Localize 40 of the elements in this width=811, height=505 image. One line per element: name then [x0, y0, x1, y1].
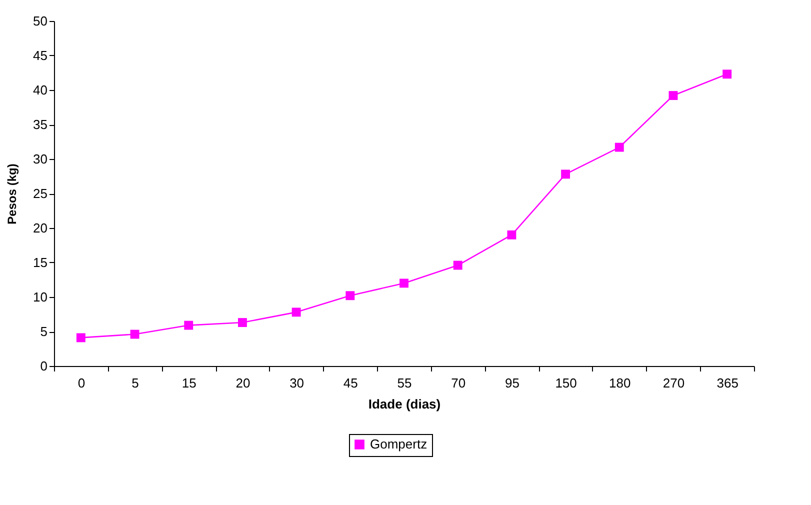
y-axis-title: Pesos (kg) [5, 164, 20, 224]
point [184, 320, 194, 330]
x-tick-label: 45 [343, 376, 358, 390]
point [76, 333, 86, 342]
x-tick-label: 20 [236, 376, 250, 390]
x-tick-label: 270 [662, 376, 685, 390]
x-tick-label: 95 [504, 376, 520, 390]
point [453, 260, 462, 270]
y-tick-label: 25 [33, 186, 48, 201]
point [614, 142, 624, 152]
x-tick-label: 5 [132, 376, 139, 390]
point [722, 70, 732, 79]
x-tick-label: 365 [716, 376, 738, 390]
point [292, 308, 301, 317]
point [346, 291, 355, 300]
point [130, 330, 140, 339]
x-tick-label: 15 [182, 376, 196, 390]
y-tick-label: 5 [40, 324, 48, 339]
x-tick-label: 70 [451, 376, 466, 390]
point [238, 318, 247, 327]
point [400, 278, 408, 288]
x-tick-label: 180 [609, 376, 631, 390]
point [668, 91, 678, 100]
y-tick-label: 50 [33, 14, 48, 28]
point [561, 170, 570, 179]
x-tick-label: 150 [555, 376, 577, 390]
point [507, 230, 516, 240]
y-tick-label: 0 [40, 358, 48, 374]
y-tick-label: 40 [33, 82, 48, 98]
y-tick-label: 30 [33, 152, 48, 166]
x-tick-label: 0 [78, 376, 86, 390]
y-tick-label: 15 [33, 255, 48, 270]
y-tick-label: 20 [33, 220, 48, 236]
x-axis-title: Idade (dias) [368, 396, 441, 412]
x-tick-label: 55 [397, 376, 412, 390]
legend-label: Gompertz [370, 436, 428, 452]
x-tick-label: 30 [290, 376, 304, 390]
y-tick-label: 45 [33, 48, 48, 63]
y-tick-label: 10 [33, 290, 48, 304]
y-tick-label: 35 [33, 117, 48, 132]
